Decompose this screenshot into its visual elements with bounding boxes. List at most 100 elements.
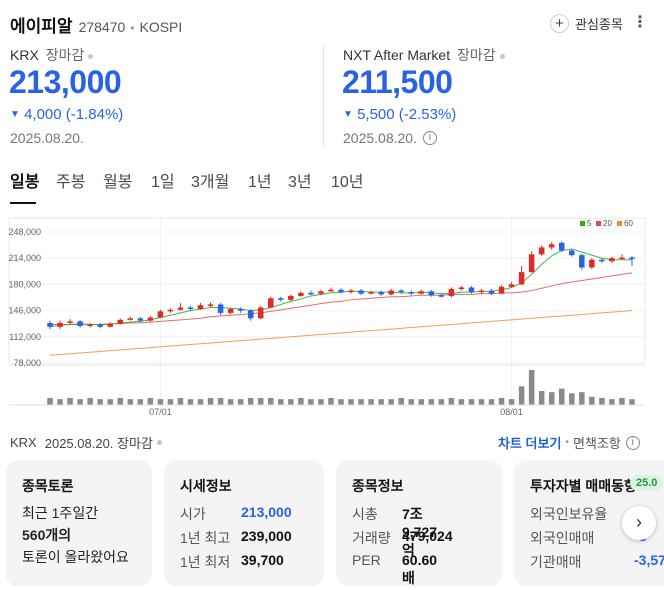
nxt-price: 211,500 (342, 64, 453, 100)
candle-body (147, 317, 154, 321)
status-dot-icon (499, 53, 505, 59)
row-value: 7조 9,727억 (402, 506, 438, 558)
candle-body (508, 284, 515, 287)
krx-price: 213,000 (9, 64, 122, 100)
volume-bar (428, 399, 435, 405)
price-chart[interactable]: 248,000 214,000 180,000 146,000 112,000 78,00… (0, 212, 664, 422)
nxt-label: NXT After Market (343, 47, 451, 63)
tab-weekly[interactable]: 주봉 (56, 174, 86, 191)
volume-bar (538, 391, 545, 405)
volume-bar (498, 398, 505, 405)
volume-bar (298, 398, 304, 405)
candle-body (569, 250, 575, 256)
volume-bar (569, 393, 575, 405)
quote-row: 1년 최저 39,700 (180, 552, 284, 572)
candle-body (217, 304, 224, 313)
candle-body (498, 286, 505, 294)
volume-bar (548, 392, 555, 405)
candle-body (599, 259, 605, 262)
candle-body (629, 257, 635, 259)
candle-body (408, 292, 414, 294)
quote-card[interactable]: 시세정보 시가 213,000 1년 최고 239,000 1년 최저 39,700 (164, 460, 324, 586)
card-title: 종목토론 (22, 478, 74, 494)
volume-bar (217, 398, 224, 405)
volume-bar (318, 399, 324, 405)
volume-bar (167, 399, 174, 405)
discussion-count: 560개의 (22, 527, 72, 543)
stock-info-card[interactable]: 종목정보 시총 7조 9,727억 거래량 479,024 PER 60.60배 (336, 460, 502, 586)
more-chart-link[interactable]: 차트 더보기 (498, 436, 562, 451)
volume-bar (629, 399, 635, 405)
krx-change: ▼ 4,000 (-1.84%) (10, 106, 123, 123)
candle-body (308, 292, 314, 295)
candle-body (418, 291, 425, 294)
candle-body (127, 318, 134, 320)
discussion-card[interactable]: 종목토론 최근 1주일간 560개의 토론이 올라왔어요 (6, 460, 152, 586)
card-title: 투자자별 매매동향 (530, 478, 637, 494)
volume-bar (157, 399, 164, 405)
row-value: -3,572 (634, 552, 664, 568)
info-row: PER 60.60배 (352, 552, 437, 586)
volume-bar (87, 398, 93, 405)
candle-body (167, 309, 174, 312)
volume-bar (57, 399, 63, 405)
ma60-line (49, 310, 633, 356)
row-value: 213,000 (241, 504, 292, 520)
next-arrow-button[interactable]: › (622, 506, 656, 540)
investor-card[interactable]: 투자자별 매매동향 25.0 외국인보유율2 외국인매매-3 기관매매 -3,57… (514, 460, 664, 586)
tab-1day[interactable]: 1일 (151, 174, 175, 191)
candle-body (338, 289, 344, 293)
volume-bar (257, 398, 264, 405)
volume-bar (508, 399, 515, 405)
down-triangle-icon: ▼ (10, 109, 20, 120)
candle-body (458, 287, 465, 290)
volume-bar (338, 399, 344, 405)
volume-bar (278, 399, 284, 405)
candle-body (47, 322, 53, 327)
info-icon[interactable]: i (625, 435, 640, 450)
disclaimer-link[interactable]: 면책조항 (572, 436, 621, 451)
y-tick-label: 146,000 (8, 306, 41, 316)
tab-10year[interactable]: 10년 (331, 174, 364, 191)
volume-bar (117, 398, 124, 405)
y-tick-label: 112,000 (9, 332, 41, 342)
volume-bar (237, 399, 244, 405)
investor-row: 외국인매매-3 (530, 528, 646, 548)
volume-bar (187, 399, 194, 405)
tab-daily[interactable]: 일봉 (10, 174, 40, 191)
stock-header: 에이피알 278470 • KOSPI (10, 12, 182, 36)
volume-bar (247, 398, 254, 405)
legend-label: 20 (603, 219, 612, 228)
volume-bar (599, 398, 605, 405)
candle-body (348, 290, 354, 293)
more-menu-icon[interactable]: ⋮ (632, 14, 648, 31)
candle-body (97, 324, 103, 327)
volume-bar (488, 399, 495, 405)
row-label: 기관매매 (530, 554, 582, 570)
row-label: 1년 최저 (180, 554, 231, 570)
chart-more-links: 차트 더보기 • 면책조항 i (498, 433, 640, 452)
volume-bar (77, 399, 83, 405)
tab-3month[interactable]: 3개월 (191, 174, 230, 191)
x-tick-label: 08/01 (500, 407, 523, 417)
candle-body (298, 292, 304, 296)
tab-1year[interactable]: 1년 (248, 174, 272, 191)
info-icon[interactable]: i (422, 131, 437, 145)
tab-3year[interactable]: 3년 (288, 174, 312, 191)
legend-label: 5 (587, 219, 592, 228)
discussion-line: 토론이 올라왔어요 (22, 549, 129, 565)
tab-monthly[interactable]: 월봉 (103, 174, 133, 191)
tab-active-underline (10, 202, 36, 204)
watchlist-button[interactable]: + 관심종목 (550, 12, 623, 34)
candle-body (448, 289, 455, 296)
separator-dot: • (565, 437, 569, 448)
volume-bar (368, 399, 374, 405)
nxt-change-value: 5,500 (-2.53%) (357, 106, 457, 123)
krx-header: KRX 장마감 (10, 45, 94, 65)
volume-bar (518, 386, 525, 405)
nxt-date-row: 2025.08.20. i (343, 130, 437, 146)
quote-row: 시가 213,000 (180, 504, 292, 524)
volume-bar (378, 399, 384, 405)
candle-body (358, 290, 364, 294)
row-value: 479,024 (402, 528, 453, 544)
